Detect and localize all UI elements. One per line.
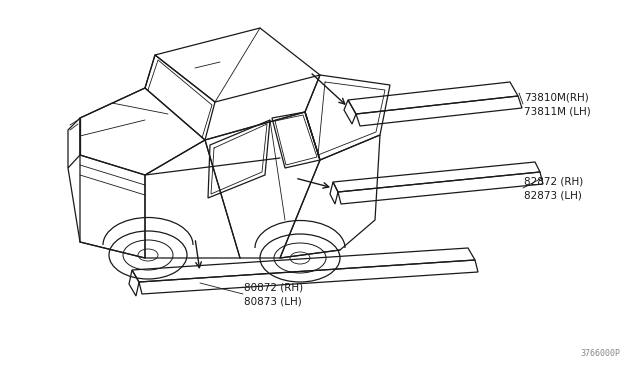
Text: 82872 (RH)
82873 (LH): 82872 (RH) 82873 (LH) (524, 176, 583, 200)
Text: 73810M(RH)
73811M (LH): 73810M(RH) 73811M (LH) (524, 92, 591, 116)
Text: 3766000P: 3766000P (580, 349, 620, 358)
Text: 80872 (RH)
80873 (LH): 80872 (RH) 80873 (LH) (244, 282, 303, 306)
